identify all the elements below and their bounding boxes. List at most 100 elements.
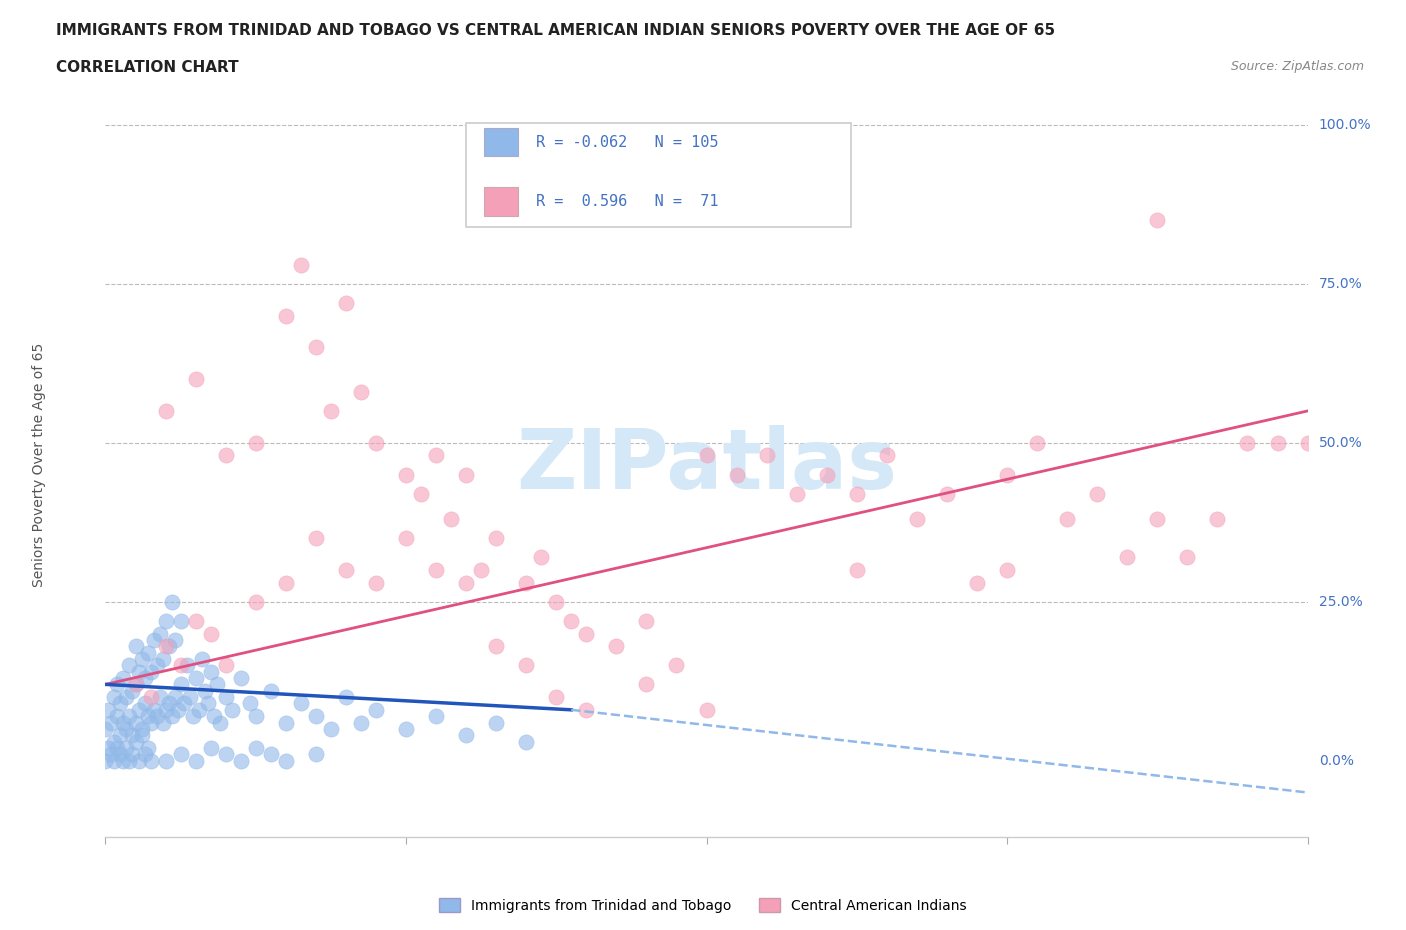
Point [245,594,267,609]
Point [395,531,418,546]
Point [454,575,477,590]
Point [905,512,928,526]
Point [260,747,283,762]
Point [118,709,141,724]
Point [305,747,328,762]
Point [128,664,150,679]
Point [696,702,718,717]
Point [184,753,207,768]
Point [1116,550,1139,565]
Point [274,308,297,323]
Point [485,531,508,546]
Point [395,467,418,482]
Point [636,677,658,692]
Point [115,740,138,755]
Point [124,734,146,749]
Point [169,614,191,629]
Point [335,563,357,578]
Point [546,594,568,609]
Point [305,531,328,546]
Point [152,652,174,667]
Point [155,639,177,654]
Point [696,448,718,463]
Point [136,740,159,755]
Bar [484,188,517,216]
Point [131,728,153,743]
Point [97,702,120,717]
Point [1296,435,1319,450]
Point [136,709,159,724]
Point [103,753,125,768]
Point [274,575,297,590]
Point [107,740,129,755]
Point [214,448,236,463]
Point [515,734,537,749]
Point [454,467,477,482]
Point [1175,550,1198,565]
Point [124,677,146,692]
Point [160,709,183,724]
Point [725,467,748,482]
Point [1085,486,1108,501]
Point [184,671,207,685]
Bar [484,128,517,156]
Point [121,747,143,762]
Point [118,753,141,768]
Point [290,258,312,272]
Point [229,753,252,768]
Point [1056,512,1078,526]
Point [409,486,432,501]
Point [166,702,188,717]
Point [155,404,177,418]
Point [115,722,138,737]
Point [118,658,141,672]
Text: Source: ZipAtlas.com: Source: ZipAtlas.com [1230,60,1364,73]
Text: R = -0.062   N = 105: R = -0.062 N = 105 [536,135,718,150]
Point [142,632,165,647]
Point [139,690,162,705]
Point [100,715,122,730]
Point [110,696,132,711]
Point [319,404,342,418]
Point [425,563,447,578]
Point [139,715,162,730]
Point [139,753,162,768]
Point [202,709,225,724]
Point [395,722,418,737]
Point [364,702,387,717]
Point [103,690,125,705]
Point [134,696,156,711]
Point [124,715,146,730]
Point [110,728,132,743]
Point [546,690,568,705]
Point [876,448,898,463]
Point [205,677,228,692]
Point [107,709,129,724]
Point [364,435,387,450]
Point [274,715,297,730]
Point [169,747,191,762]
Point [152,715,174,730]
Point [148,690,170,705]
Point [128,753,150,768]
Point [131,652,153,667]
Point [200,664,222,679]
Point [229,671,252,685]
Point [1206,512,1229,526]
Point [112,753,135,768]
Point [145,709,167,724]
Point [274,753,297,768]
Point [845,486,868,501]
Point [157,696,180,711]
Point [485,639,508,654]
Point [115,690,138,705]
Point [97,740,120,755]
Point [214,690,236,705]
Point [155,753,177,768]
Point [194,684,217,698]
Point [112,715,135,730]
Point [1267,435,1289,450]
Text: ZIPatlas: ZIPatlas [516,424,897,506]
Point [485,715,508,730]
Point [665,658,688,672]
